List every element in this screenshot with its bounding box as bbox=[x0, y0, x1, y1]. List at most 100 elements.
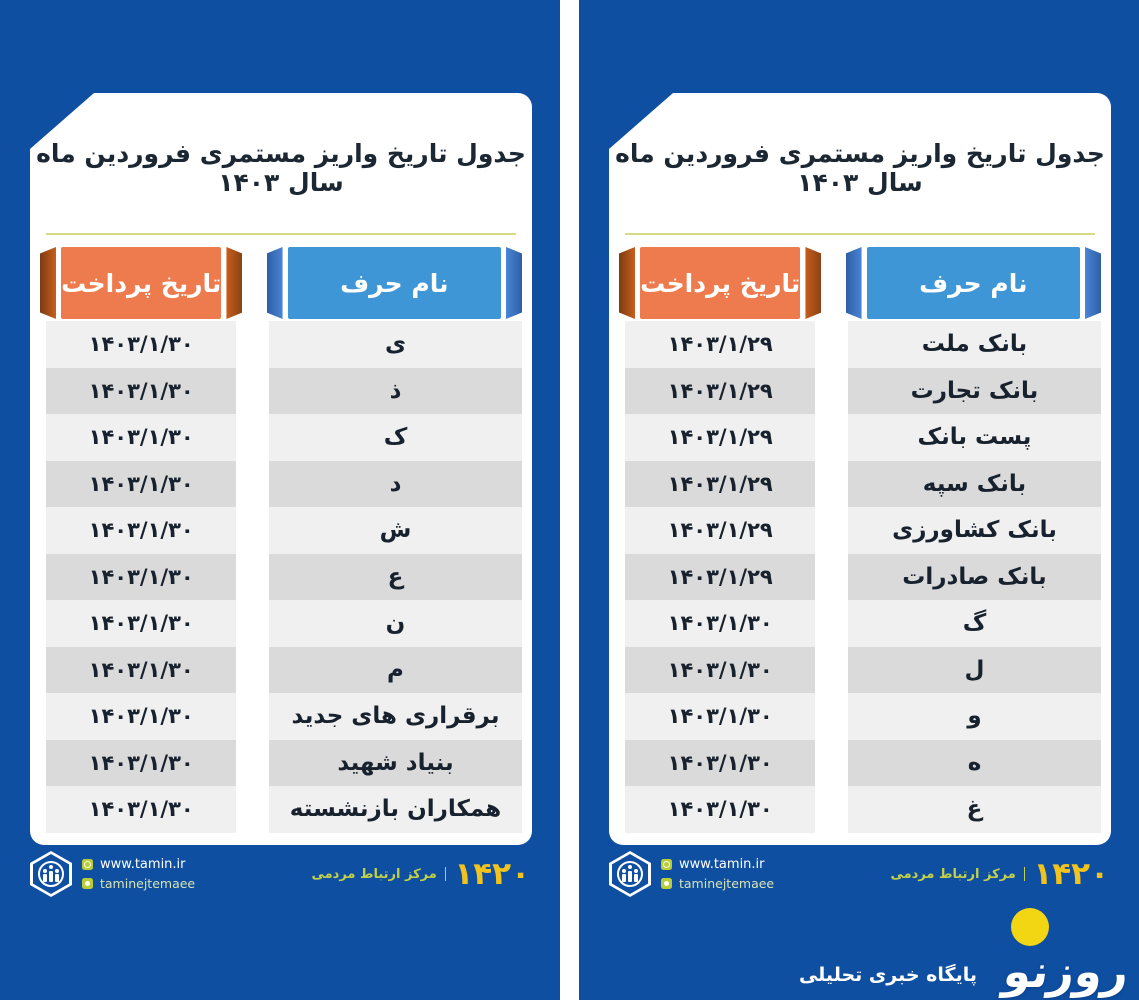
hotline-block: مرکز ارتباط مردمی ۱۴۲۰ bbox=[890, 858, 1109, 890]
table-row: ۱۴۰۳/۱/۳۰ ذ bbox=[40, 367, 522, 414]
title-divider bbox=[625, 233, 1095, 235]
table-row: ۱۴۰۳/۱/۳۰ برقراری های جدید bbox=[40, 693, 522, 740]
group-name-cell: ک bbox=[268, 414, 522, 461]
group-name-cell: ع bbox=[268, 553, 522, 600]
group-name-cell: ل bbox=[847, 646, 1101, 693]
website-url: www.tamin.ir bbox=[100, 857, 186, 872]
group-name-cell: د bbox=[268, 460, 522, 507]
table-row: ۱۴۰۳/۱/۳۰ گ bbox=[619, 600, 1101, 647]
group-name-cell: ی bbox=[268, 321, 522, 368]
table-row: ۱۴۰۳/۱/۳۰ همکاران بازنشسته bbox=[40, 786, 522, 833]
hotline-label: مرکز ارتباط مردمی bbox=[890, 866, 1016, 882]
payment-date-cell: ۱۴۰۳/۱/۳۰ bbox=[625, 739, 816, 786]
hotline-separator bbox=[1023, 867, 1026, 881]
ribbon-fold-icon bbox=[845, 247, 862, 319]
payment-date-cell: ۱۴۰۳/۱/۳۰ bbox=[46, 600, 237, 647]
payment-date-cell: ۱۴۰۳/۱/۳۰ bbox=[46, 367, 237, 414]
table-header: تاریخ پرداخت نام حرف bbox=[609, 247, 1111, 319]
ribbon-fold-icon bbox=[40, 247, 56, 319]
header-group-name: نام حرف bbox=[845, 247, 1101, 319]
table-row: ۱۴۰۳/۱/۲۹ بانک کشاورزی bbox=[619, 507, 1101, 554]
rozno-logo: روزنو bbox=[1000, 945, 1133, 998]
column-header-group-name: نام حرف bbox=[287, 247, 501, 319]
group-name-cell: بانک صادرات bbox=[847, 553, 1101, 600]
header-group-name: نام حرف bbox=[266, 247, 522, 319]
header-group-date: تاریخ پرداخت bbox=[40, 247, 243, 319]
payment-date-cell: ۱۴۰۳/۱/۳۰ bbox=[625, 786, 816, 833]
right-panel: جدول تاریخ واریز مستمری فروردین ماه سال … bbox=[579, 0, 1139, 1000]
payment-date-cell: ۱۴۰۳/۱/۲۹ bbox=[625, 460, 816, 507]
group-name-cell: م bbox=[268, 646, 522, 693]
table-row: ۱۴۰۳/۱/۲۹ پست بانک bbox=[619, 414, 1101, 461]
rozno-watermark: روزنو پایگاه خبری تحلیلی bbox=[775, 900, 1135, 1000]
website-url: www.tamin.ir bbox=[679, 857, 765, 872]
instagram-icon bbox=[82, 878, 93, 889]
rozno-tagline: پایگاه خبری تحلیلی bbox=[798, 964, 977, 986]
payment-date-cell: ۱۴۰۳/۱/۳۰ bbox=[46, 553, 237, 600]
contact-block: www.tamin.ir taminejtemaee bbox=[82, 857, 195, 891]
ribbon-fold-icon bbox=[266, 247, 283, 319]
hotline-number: ۱۴۲۰ bbox=[454, 855, 530, 892]
payment-date-cell: ۱۴۰۳/۱/۳۰ bbox=[46, 739, 237, 786]
group-name-cell: بانک تجارت bbox=[847, 367, 1101, 414]
table-row: ۱۴۰۳/۱/۳۰ ی bbox=[40, 321, 522, 368]
ribbon-fold-icon bbox=[1085, 247, 1101, 319]
group-name-cell: ن bbox=[268, 600, 522, 647]
column-header-payment-date: تاریخ پرداخت bbox=[640, 247, 801, 319]
group-name-cell: پست بانک bbox=[847, 414, 1101, 461]
group-name-cell: گ bbox=[847, 600, 1101, 647]
hotline-block: مرکز ارتباط مردمی ۱۴۲۰ bbox=[311, 855, 530, 892]
panel-footer: www.tamin.ir taminejtemaee مرکز ارتباط م… bbox=[30, 848, 530, 900]
table-row: ۱۴۰۳/۱/۳۰ ل bbox=[619, 646, 1101, 693]
group-name-cell: و bbox=[847, 693, 1101, 740]
ribbon-fold-icon bbox=[619, 247, 635, 319]
website-icon bbox=[661, 859, 672, 870]
payment-date-cell: ۱۴۰۳/۱/۳۰ bbox=[625, 600, 816, 647]
payment-date-cell: ۱۴۰۳/۱/۲۹ bbox=[625, 414, 816, 461]
header-group-date: تاریخ پرداخت bbox=[619, 247, 822, 319]
page-title: جدول تاریخ واریز مستمری فروردین ماه سال … bbox=[615, 139, 1105, 197]
payment-date-cell: ۱۴۰۳/۱/۳۰ bbox=[625, 646, 816, 693]
payment-date-cell: ۱۴۰۳/۱/۳۰ bbox=[46, 693, 237, 740]
left-panel: جدول تاریخ واریز مستمری فروردین ماه سال … bbox=[0, 0, 560, 1000]
group-name-cell: بانک کشاورزی bbox=[847, 507, 1101, 554]
ribbon-fold-icon bbox=[226, 247, 243, 319]
tamin-logo-icon bbox=[30, 851, 72, 897]
contact-block: www.tamin.ir taminejtemaee bbox=[661, 857, 774, 891]
group-name-cell: همکاران بازنشسته bbox=[268, 786, 522, 833]
rozno-yellow-dot-icon bbox=[1011, 908, 1049, 946]
table-row: ۱۴۰۳/۱/۲۹ بانک تجارت bbox=[619, 367, 1101, 414]
hotline-separator bbox=[444, 867, 447, 881]
payment-date-cell: ۱۴۰۳/۱/۲۹ bbox=[625, 507, 816, 554]
group-name-cell: برقراری های جدید bbox=[268, 693, 522, 740]
group-name-cell: ه bbox=[847, 739, 1101, 786]
group-name-cell: بنیاد شهید bbox=[268, 739, 522, 786]
table-row: ۱۴۰۳/۱/۳۰ م bbox=[40, 646, 522, 693]
tamin-logo-icon bbox=[609, 851, 651, 897]
group-name-cell: غ bbox=[847, 786, 1101, 833]
table-header: تاریخ پرداخت نام حرف bbox=[30, 247, 532, 319]
hotline-label: مرکز ارتباط مردمی bbox=[311, 866, 437, 882]
page-title: جدول تاریخ واریز مستمری فروردین ماه سال … bbox=[36, 139, 526, 197]
social-handle: taminejtemaee bbox=[679, 876, 775, 891]
right-card: جدول تاریخ واریز مستمری فروردین ماه سال … bbox=[609, 93, 1111, 845]
payment-date-cell: ۱۴۰۳/۱/۲۹ bbox=[625, 367, 816, 414]
table-row: ۱۴۰۳/۱/۳۰ ک bbox=[40, 414, 522, 461]
payment-date-cell: ۱۴۰۳/۱/۲۹ bbox=[625, 553, 816, 600]
instagram-icon bbox=[661, 878, 672, 889]
group-name-cell: ذ bbox=[268, 367, 522, 414]
column-header-group-name: نام حرف bbox=[866, 247, 1080, 319]
payment-date-cell: ۱۴۰۳/۱/۳۰ bbox=[46, 321, 237, 368]
payment-date-cell: ۱۴۰۳/۱/۳۰ bbox=[46, 460, 237, 507]
social-handle: taminejtemaee bbox=[100, 876, 196, 891]
table-row: ۱۴۰۳/۱/۲۹ بانک صادرات bbox=[619, 553, 1101, 600]
group-name-cell: ش bbox=[268, 507, 522, 554]
left-card: جدول تاریخ واریز مستمری فروردین ماه سال … bbox=[30, 93, 532, 845]
table-row: ۱۴۰۳/۱/۲۹ بانک سپه bbox=[619, 460, 1101, 507]
payment-date-cell: ۱۴۰۳/۱/۳۰ bbox=[46, 414, 237, 461]
table-row: ۱۴۰۳/۱/۳۰ بنیاد شهید bbox=[40, 739, 522, 786]
payment-date-cell: ۱۴۰۳/۱/۳۰ bbox=[625, 693, 816, 740]
table-row: ۱۴۰۳/۱/۳۰ ه bbox=[619, 739, 1101, 786]
left-table-body: ۱۴۰۳/۱/۳۰ ی ۱۴۰۳/۱/۳۰ ذ ۱۴۰۳/۱/۳۰ ک ۱۴۰۳/۱/… bbox=[30, 319, 532, 833]
